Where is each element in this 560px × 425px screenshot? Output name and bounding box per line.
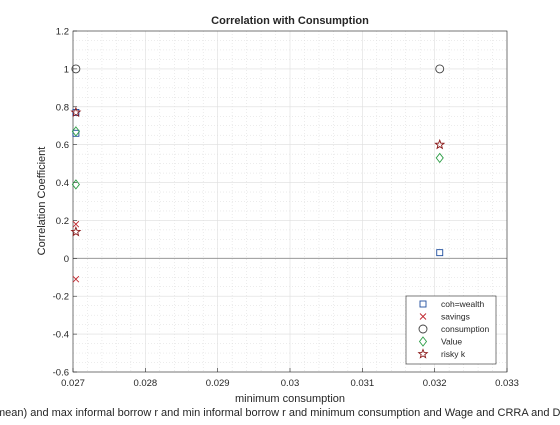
x-axis-label: minimum consumption xyxy=(235,393,345,405)
legend-marker-coh-wealth xyxy=(419,300,427,308)
x-tick-label: 0.03 xyxy=(281,378,300,389)
legend-label-risky-k: risky k xyxy=(441,349,466,359)
y-tick-label: 0.8 xyxy=(56,102,69,113)
y-axis-ticks: -0.6 -0.4 -0.2 0 0.2 0.4 0.6 0.8 1 1.2 xyxy=(53,27,77,379)
data-point-savings xyxy=(72,275,80,283)
y-tick-label: 0 xyxy=(64,254,69,265)
x-axis-ticks: 0.027 0.028 0.029 0.03 0.031 0.032 0.033 xyxy=(61,368,519,389)
data-point-value xyxy=(71,126,80,137)
x-tick-label: 0.031 xyxy=(350,378,374,389)
y-tick-label: 0.4 xyxy=(56,178,69,189)
data-point-coh-wealth xyxy=(436,249,444,257)
legend-marker-risky-k xyxy=(417,348,429,359)
chart-title: Correlation with Consumption xyxy=(211,15,369,27)
x-tick-label: 0.032 xyxy=(423,378,447,389)
data-point-consumption xyxy=(71,64,81,74)
figure-caption: mean) and max informal borrow r and min … xyxy=(0,407,560,419)
x-tick-label: 0.029 xyxy=(206,378,230,389)
data-point-value xyxy=(435,152,444,164)
y-tick-label: 0.6 xyxy=(56,140,69,151)
data-point-risky-k xyxy=(434,138,446,150)
data-point-value xyxy=(71,179,80,190)
x-tick-label: 0.033 xyxy=(495,378,519,389)
legend-marker-savings xyxy=(419,313,427,320)
x-tick-label: 0.027 xyxy=(61,378,85,389)
data-point-consumption xyxy=(435,64,445,74)
legend: coh=wealth savings consumption Value risky k xyxy=(405,295,497,365)
legend-marker-consumption xyxy=(418,324,428,334)
y-tick-label: -0.2 xyxy=(53,292,69,303)
x-tick-label: 0.028 xyxy=(133,378,157,389)
y-tick-label: 1.2 xyxy=(56,27,69,38)
legend-label-savings: savings xyxy=(441,312,470,322)
data-point-risky-k xyxy=(70,106,82,118)
legend-label-coh-wealth: coh=wealth xyxy=(441,299,485,309)
data-point-savings xyxy=(72,220,80,228)
y-tick-label: -0.4 xyxy=(53,330,69,341)
legend-label-value: Value xyxy=(441,337,462,347)
legend-label-consumption: consumption xyxy=(441,324,489,334)
legend-marker-value xyxy=(418,336,428,347)
y-tick-label: 0.2 xyxy=(56,216,69,227)
y-tick-label: -0.6 xyxy=(53,368,69,379)
y-axis-label: Correlation Coefficient xyxy=(36,147,48,256)
data-point-risky-k xyxy=(70,226,82,237)
y-tick-label: 1 xyxy=(64,64,69,75)
